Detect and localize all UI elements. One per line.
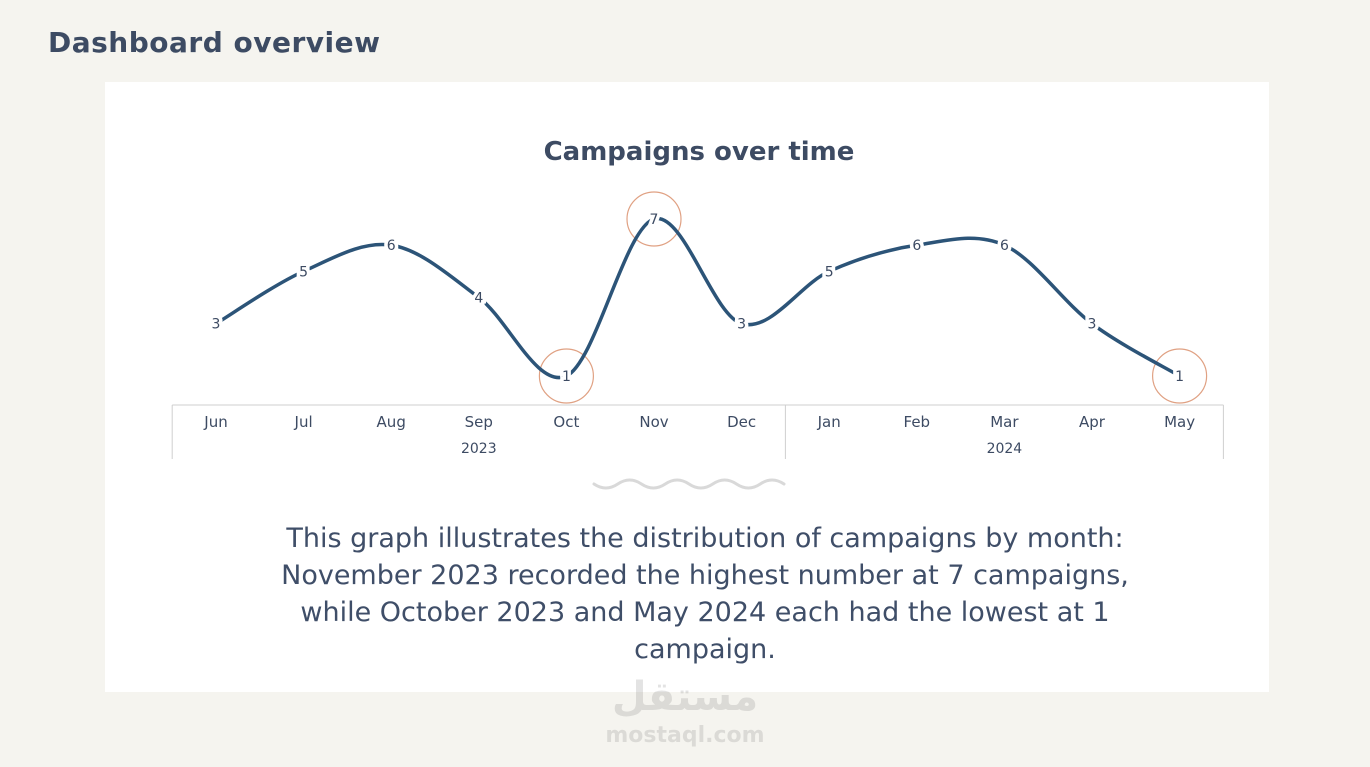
data-label-jan: 5 xyxy=(825,264,834,280)
data-label-apr: 3 xyxy=(1088,317,1097,333)
chart-description: This graph illustrates the distribution … xyxy=(281,523,1129,665)
series-line xyxy=(214,217,1182,380)
highlight-circle-oct xyxy=(538,348,594,404)
x-tick-feb: Feb xyxy=(904,413,931,431)
year-group-2023: 2023 xyxy=(461,441,497,457)
x-tick-aug: Aug xyxy=(377,413,406,431)
x-tick-jul: Jul xyxy=(294,413,313,431)
x-tick-jan: Jan xyxy=(817,413,841,431)
x-tick-jun: Jun xyxy=(203,413,227,431)
point-labels: 3 5 6 4 1 7 3 5 6 6 3 1 xyxy=(208,209,1188,389)
chart-title: Campaigns over time xyxy=(544,137,855,167)
x-tick-may: May xyxy=(1164,413,1195,431)
watermark-logo: مستقل mostaql.com xyxy=(600,672,770,750)
data-label-sep: 4 xyxy=(474,291,483,307)
watermark-latin: mostaql.com xyxy=(605,723,765,748)
data-label-oct: 1 xyxy=(562,369,571,385)
data-label-nov: 7 xyxy=(650,212,659,228)
data-label-dec: 3 xyxy=(737,317,746,333)
data-label-aug: 6 xyxy=(387,238,396,254)
data-label-feb: 6 xyxy=(912,238,921,254)
data-label-jul: 5 xyxy=(299,264,308,280)
x-tick-oct: Oct xyxy=(553,413,579,431)
data-label-jun: 3 xyxy=(212,317,221,333)
x-tick-sep: Sep xyxy=(465,413,493,431)
x-tick-dec: Dec xyxy=(727,413,756,431)
highlight-markers xyxy=(538,191,1208,404)
page-title: Dashboard overview xyxy=(48,26,381,59)
x-tick-apr: Apr xyxy=(1079,413,1106,431)
watermark-arabic: مستقل xyxy=(611,674,759,720)
data-label-may: 1 xyxy=(1175,369,1184,385)
x-tick-mar: Mar xyxy=(990,413,1019,431)
year-group-2024: 2024 xyxy=(987,441,1023,457)
highlight-circle-may xyxy=(1151,348,1208,404)
x-axis: Jun Jul Aug Sep Oct Nov Dec Jan Feb Mar Apr May 2023… xyxy=(171,404,1224,459)
chart-card: Campaigns over time Jun Jul Aug Sep Oct Nov De… xyxy=(105,82,1269,692)
highlight-circle-nov xyxy=(626,191,682,247)
campaigns-line-chart: Campaigns over time Jun Jul Aug Sep Oct Nov De… xyxy=(171,137,1224,490)
data-label-mar: 6 xyxy=(1000,238,1009,254)
wave-divider xyxy=(592,478,786,490)
x-tick-nov: Nov xyxy=(639,413,668,431)
